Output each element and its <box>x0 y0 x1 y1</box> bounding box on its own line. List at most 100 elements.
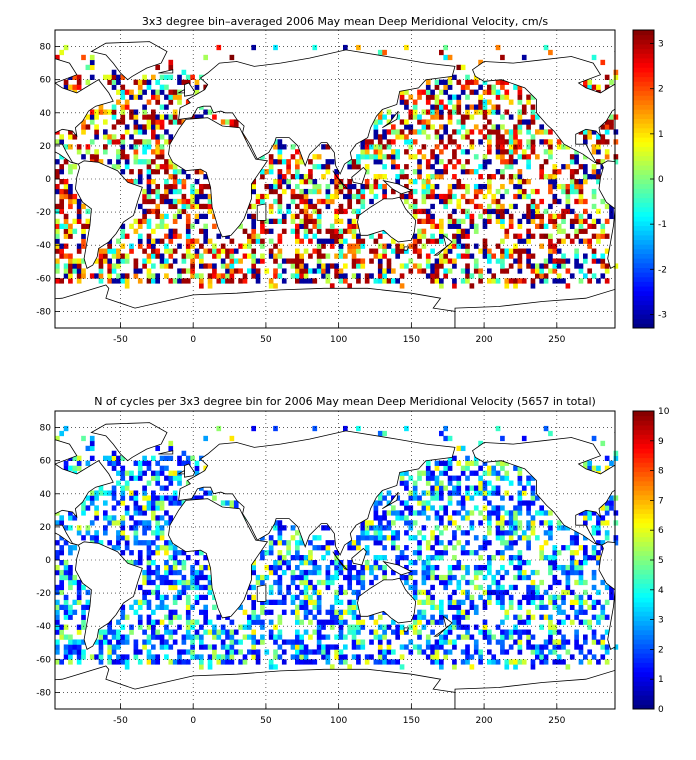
chart2-cell <box>508 634 514 640</box>
chart1-cell <box>251 233 257 239</box>
chart2-cell <box>151 510 156 516</box>
chart1-cell <box>443 233 449 239</box>
chart1-cell <box>273 183 278 190</box>
chart1-cell <box>583 129 588 135</box>
chart1-cell <box>68 169 73 175</box>
chart1-cell <box>329 179 335 185</box>
chart1-cell <box>172 258 178 264</box>
chart2-cell <box>439 619 444 625</box>
chart2-cell <box>421 649 427 655</box>
chart1-cell <box>513 278 518 284</box>
chart1-cell <box>535 273 540 279</box>
chart1-cell <box>556 139 562 145</box>
chart2-coastline <box>351 547 367 566</box>
chart2-cell <box>260 574 265 581</box>
chart2-cell <box>591 639 597 645</box>
chart1-cell <box>500 79 505 85</box>
chart1-cell <box>482 218 488 224</box>
chart1-cell <box>604 139 610 145</box>
chart1-cell <box>447 183 453 190</box>
chart2-cell <box>120 485 126 491</box>
chart1-cell <box>465 134 470 140</box>
chart1-cell <box>543 258 549 264</box>
chart2-cell <box>151 470 156 476</box>
chart1-cell <box>286 179 291 185</box>
chart2-cell <box>55 644 60 650</box>
chart1-cell <box>137 218 143 224</box>
chart1-cell <box>316 253 322 259</box>
chart2-cell <box>604 530 610 536</box>
chart2-cell <box>425 505 431 511</box>
chart1-cell <box>382 278 387 284</box>
chart1-cell <box>316 238 322 244</box>
chart1-cell <box>190 114 195 120</box>
chart2-cell <box>277 520 283 526</box>
chart2-cell <box>268 609 274 615</box>
chart2-cell <box>268 584 274 591</box>
chart2-cell <box>168 609 174 615</box>
chart1-cell <box>111 164 117 170</box>
chart2-cell <box>260 634 265 640</box>
chart1-cell <box>600 233 606 239</box>
chart1-cell <box>329 159 335 165</box>
chart2-cell <box>539 644 545 650</box>
chart1-cell <box>334 268 339 274</box>
chart2-cell <box>583 639 588 645</box>
chart2-cell <box>417 540 422 546</box>
chart1-cell <box>460 228 466 234</box>
chart1-cell <box>439 124 444 130</box>
chart2-cell <box>63 540 69 546</box>
chart1-cell <box>456 203 462 210</box>
chart1-cell <box>539 278 545 284</box>
chart1-cell <box>439 104 444 110</box>
chart2-cell <box>469 634 475 640</box>
chart1-cell <box>552 258 558 264</box>
chart1-cell <box>142 159 147 165</box>
chart2-cell <box>473 644 479 650</box>
chart1-cell <box>212 263 217 269</box>
chart1-cell <box>526 263 531 269</box>
chart1-cell <box>59 278 65 284</box>
chart2-cell <box>412 624 418 630</box>
chart1-cell <box>417 268 422 274</box>
chart1-cell <box>443 164 449 170</box>
chart1-cell <box>535 203 540 210</box>
chart2-cell <box>172 500 178 506</box>
chart2-cell <box>155 530 161 536</box>
chart1-cell <box>439 278 444 284</box>
chart2-cell <box>535 589 540 596</box>
chart1-cell <box>190 243 195 249</box>
chart1-cell <box>172 213 178 220</box>
chart2-cell <box>434 604 440 610</box>
chart1-cell <box>164 139 169 145</box>
chart2-cell <box>260 619 265 625</box>
chart2-cell <box>578 594 584 601</box>
chart1-cell <box>556 183 562 190</box>
chart2-cell <box>76 644 82 650</box>
chart2-cell <box>434 540 440 546</box>
chart1-cell <box>452 183 457 190</box>
chart1-cell <box>530 149 536 155</box>
chart2-cell <box>508 629 514 635</box>
chart2-cell <box>255 574 261 581</box>
chart2-cell <box>526 505 531 511</box>
chart1-cell <box>521 248 527 254</box>
chart1-cell <box>561 164 566 170</box>
chart2-cell <box>530 520 536 526</box>
chart1-cell <box>452 74 457 80</box>
chart1-cell <box>535 188 540 195</box>
chart1-cell <box>574 188 579 195</box>
chart2-cell <box>478 440 483 447</box>
chart1-cell <box>168 253 174 259</box>
chart2-cell <box>356 589 361 596</box>
chart1-cell <box>137 278 143 284</box>
chart2-cell <box>430 475 435 481</box>
chart1-cell <box>238 278 243 284</box>
chart1-cell <box>465 109 470 115</box>
chart1-cell <box>116 89 121 95</box>
chart1-cell <box>308 203 313 210</box>
chart2-cell <box>452 664 457 670</box>
chart2-cell <box>434 490 440 496</box>
chart1-cell <box>434 104 440 110</box>
